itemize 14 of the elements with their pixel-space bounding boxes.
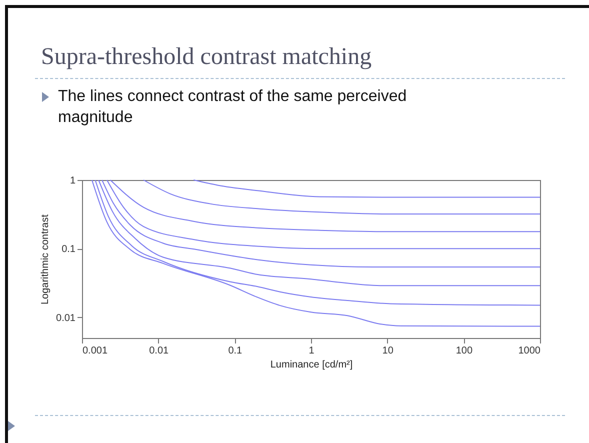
chart-subtitle: The lines connect contrast of the same perceived magnitude [58, 87, 408, 128]
x-tick-label: 1 [308, 346, 315, 356]
chart-title: Supra-threshold contrast matching [41, 44, 372, 71]
x-tick-label: 1000 [518, 346, 541, 356]
y-tick-label: 1 [70, 176, 76, 186]
y-tick-label: 0.01 [56, 312, 76, 324]
x-tick-label: 10 [382, 346, 394, 356]
x-axis-title: Luminance [cd/m²] [270, 360, 353, 370]
x-tick-label: 0.01 [149, 346, 169, 356]
x-tick-label: 0.1 [228, 346, 243, 356]
y-axis-title: Logarithmic contrast [40, 214, 52, 305]
x-tick-label: 100 [456, 346, 473, 356]
y-tick-label: 0.1 [62, 244, 76, 256]
x-tick-label: 0.001 [82, 346, 108, 356]
